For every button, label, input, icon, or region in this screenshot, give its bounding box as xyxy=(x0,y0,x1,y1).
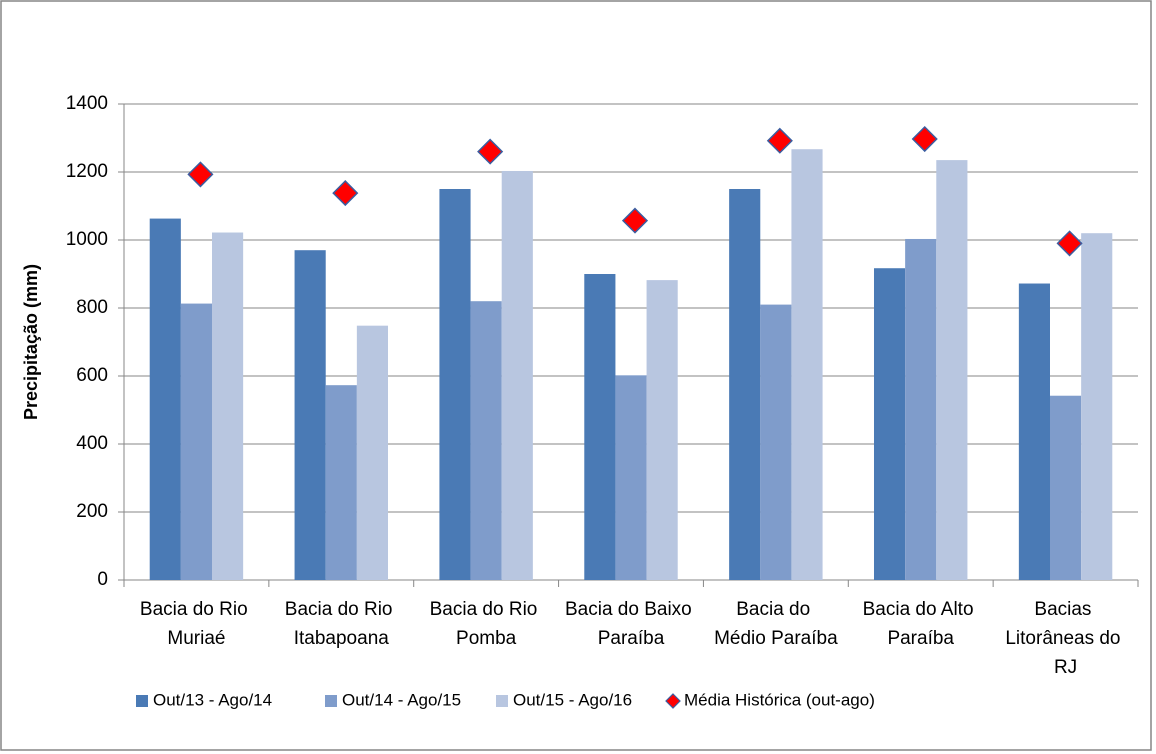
bar xyxy=(646,280,678,580)
x-tick-label: Bacia do Baixo Paraíba xyxy=(565,599,697,649)
y-axis-label: Precipitação (mm) xyxy=(21,264,41,420)
marker xyxy=(1056,230,1083,257)
legend-label: Out/15 - Ago/16 xyxy=(513,690,632,709)
bar xyxy=(936,160,968,580)
marker xyxy=(332,180,359,207)
legend-label: Média Histórica (out-ago) xyxy=(684,690,875,709)
marker xyxy=(187,161,214,188)
legend-swatch xyxy=(496,695,508,707)
y-tick-label: 1400 xyxy=(66,93,108,114)
y-tick-label: 0 xyxy=(97,569,108,590)
bar xyxy=(180,303,213,580)
y-tick-label: 200 xyxy=(76,501,108,522)
bar xyxy=(584,274,616,580)
y-tick-label: 600 xyxy=(76,365,108,386)
x-tick-label: Bacia do Rio Muriaé xyxy=(140,599,253,649)
x-tick-label-line: Bacia do Rio xyxy=(285,599,398,620)
bar xyxy=(356,325,389,580)
x-tick-label-line: Paraíba xyxy=(598,628,665,649)
bar xyxy=(729,189,761,580)
marker xyxy=(477,138,504,165)
bar xyxy=(1018,283,1050,580)
bar xyxy=(439,189,471,580)
y-tick-label: 1200 xyxy=(66,161,108,182)
x-tick-label: Bacias Litorâneas do RJ xyxy=(1005,599,1125,678)
x-tick-label: Bacia do Alto Paraíba xyxy=(863,599,979,649)
y-tick-label: 1000 xyxy=(66,229,108,250)
x-tick-label-line: Itabapoana xyxy=(294,628,390,649)
x-tick-label: Bacia do Rio Pomba xyxy=(430,599,543,649)
y-tick-label: 400 xyxy=(76,433,108,454)
bar xyxy=(325,385,357,580)
x-tick-label: Bacia do Médio Paraíba xyxy=(714,599,838,649)
x-tick-label-line: Bacia do Baixo xyxy=(565,599,697,620)
x-tick-label-line: Bacia do Alto xyxy=(863,599,979,620)
bar xyxy=(905,238,937,581)
x-tick-label-line: Bacia do Rio xyxy=(140,599,253,620)
x-tick-label-line: Paraíba xyxy=(887,628,954,649)
x-tick-label-line: Bacia do Rio xyxy=(430,599,543,620)
bar xyxy=(760,304,792,580)
legend-swatch xyxy=(325,695,337,707)
bar xyxy=(212,232,244,580)
bar xyxy=(1081,233,1113,580)
legend-label: Out/13 - Ago/14 xyxy=(153,690,272,709)
marker xyxy=(621,207,649,234)
legend-swatch xyxy=(136,695,148,707)
x-tick-label: Bacia do Rio Itabapoana xyxy=(285,599,398,649)
x-tick-label-line: Médio Paraíba xyxy=(714,628,838,649)
bar xyxy=(501,170,533,581)
legend-marker xyxy=(665,693,681,709)
legend-label: Out/14 - Ago/15 xyxy=(342,690,461,709)
x-tick-label-line: Bacia do xyxy=(736,599,815,620)
bar xyxy=(294,250,326,580)
bar xyxy=(1049,395,1082,580)
x-tick-label-line: Bacias xyxy=(1034,599,1096,620)
bar xyxy=(149,218,181,580)
bar xyxy=(791,149,823,580)
x-tick-label-line: Litorâneas do xyxy=(1005,628,1125,649)
bar xyxy=(873,268,906,580)
marker xyxy=(911,125,938,153)
marker xyxy=(766,127,793,154)
bar xyxy=(470,301,502,580)
x-tick-label-line: RJ xyxy=(1054,657,1077,678)
x-tick-label-line: Muriaé xyxy=(167,628,225,649)
bar xyxy=(615,375,647,580)
x-tick-label-line: Pomba xyxy=(456,628,517,649)
y-tick-label: 800 xyxy=(76,297,108,318)
